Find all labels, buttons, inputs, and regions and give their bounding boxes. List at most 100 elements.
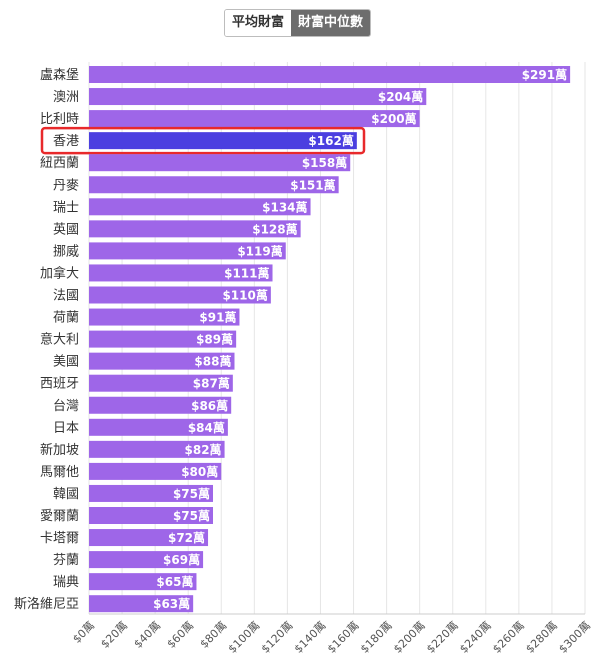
bar[interactable] bbox=[89, 551, 204, 569]
value-label: $91萬 bbox=[199, 310, 236, 325]
bar[interactable] bbox=[89, 66, 571, 83]
value-label: $75萬 bbox=[173, 486, 210, 501]
category-label: 瑞士 bbox=[53, 200, 79, 215]
category-label: 丹麥 bbox=[53, 177, 79, 193]
value-label: $84萬 bbox=[188, 420, 225, 435]
category-label: 韓國 bbox=[53, 487, 79, 502]
value-label: $200萬 bbox=[371, 111, 416, 126]
category-label: 英國 bbox=[53, 222, 79, 237]
value-label: $151萬 bbox=[290, 177, 335, 192]
bar[interactable] bbox=[89, 418, 228, 436]
x-tick-label: $40萬 bbox=[131, 619, 163, 651]
x-tick-label: $300萬 bbox=[556, 619, 593, 656]
x-tick-label: $160萬 bbox=[325, 619, 362, 656]
bar[interactable] bbox=[89, 242, 286, 260]
wealth-toggle: 平均財富 財富中位數 bbox=[224, 9, 372, 37]
category-label: 比利時 bbox=[40, 112, 79, 127]
bar[interactable] bbox=[89, 573, 197, 591]
x-tick-label: $20萬 bbox=[98, 619, 130, 651]
bar[interactable] bbox=[89, 507, 213, 524]
value-label: $158萬 bbox=[302, 155, 347, 170]
category-label: 法國 bbox=[53, 289, 79, 304]
bar[interactable] bbox=[89, 264, 273, 282]
category-label: 卡塔爾 bbox=[40, 531, 79, 546]
category-label: 西班牙 bbox=[40, 377, 79, 392]
value-label: $111萬 bbox=[224, 265, 269, 280]
category-label: 加拿大 bbox=[40, 265, 79, 281]
category-label: 斯洛維尼亞 bbox=[14, 597, 79, 612]
average-wealth-button[interactable]: 平均財富 bbox=[225, 10, 292, 36]
value-label: $86萬 bbox=[191, 398, 228, 413]
bar[interactable] bbox=[89, 352, 235, 370]
value-label: $65萬 bbox=[156, 574, 193, 589]
x-tick-label: $80萬 bbox=[198, 619, 230, 651]
value-label: $82萬 bbox=[185, 442, 222, 457]
bar[interactable] bbox=[89, 440, 225, 458]
value-label: $88萬 bbox=[194, 354, 231, 369]
category-label: 馬爾他 bbox=[40, 465, 79, 480]
bar[interactable] bbox=[89, 484, 213, 502]
category-label: 美國 bbox=[53, 355, 79, 370]
x-tick-label: $280萬 bbox=[523, 619, 560, 656]
x-tick-label: $100萬 bbox=[226, 619, 263, 656]
x-tick-label: $0萬 bbox=[70, 619, 97, 646]
value-label: $87萬 bbox=[193, 376, 230, 391]
bar[interactable] bbox=[89, 286, 271, 304]
bar[interactable] bbox=[89, 330, 237, 348]
category-label: 日本 bbox=[53, 421, 79, 436]
category-label: 澳洲 bbox=[53, 89, 79, 105]
category-label: 香港 bbox=[53, 134, 79, 149]
bar[interactable] bbox=[89, 220, 301, 238]
value-label: $204萬 bbox=[378, 89, 423, 104]
category-label: 愛爾蘭 bbox=[40, 508, 79, 524]
bar[interactable] bbox=[89, 462, 222, 480]
value-label: $110萬 bbox=[222, 288, 267, 303]
bar[interactable] bbox=[89, 396, 232, 414]
x-tick-label: $140萬 bbox=[292, 619, 329, 656]
value-label: $128萬 bbox=[252, 221, 297, 236]
bar[interactable] bbox=[89, 374, 233, 392]
value-label: $80萬 bbox=[181, 464, 218, 479]
category-labels: 盧森堡澳洲比利時香港紐西蘭丹麥瑞士英國挪威加拿大法國荷蘭意大利美國西班牙台灣日本… bbox=[14, 67, 79, 612]
category-label: 意大利 bbox=[40, 332, 79, 348]
value-label: $89萬 bbox=[196, 332, 233, 347]
category-label: 紐西蘭 bbox=[40, 155, 79, 171]
highlight-box bbox=[40, 126, 366, 155]
median-wealth-button[interactable]: 財富中位數 bbox=[291, 10, 371, 36]
value-label: $75萬 bbox=[173, 508, 210, 523]
bar[interactable] bbox=[89, 88, 427, 106]
bar[interactable] bbox=[89, 595, 194, 613]
x-tick-label: $60萬 bbox=[165, 619, 197, 651]
category-label: 瑞典 bbox=[53, 575, 79, 590]
bar[interactable] bbox=[89, 198, 311, 216]
bar[interactable] bbox=[89, 176, 339, 194]
category-label: 芬蘭 bbox=[53, 552, 79, 568]
x-tick-label: $200萬 bbox=[391, 619, 428, 656]
bar[interactable] bbox=[89, 529, 209, 547]
x-tick-label: $260萬 bbox=[490, 619, 527, 656]
x-tick-label: $120萬 bbox=[259, 619, 296, 656]
bar[interactable] bbox=[89, 110, 420, 128]
bar-highlighted[interactable] bbox=[89, 132, 357, 150]
category-label: 盧森堡 bbox=[40, 67, 79, 83]
value-label: $162萬 bbox=[308, 133, 353, 148]
value-label: $134萬 bbox=[262, 199, 307, 214]
value-label: $63萬 bbox=[153, 596, 190, 611]
x-axis-ticks: $0萬 $20萬 $40萬 $60萬 $80萬$100萬$120萬$140萬$160萬$… bbox=[70, 619, 593, 656]
category-label: 荷蘭 bbox=[53, 310, 79, 326]
category-label: 台灣 bbox=[53, 399, 79, 414]
value-label: $119萬 bbox=[237, 243, 282, 258]
x-tick-label: $240萬 bbox=[457, 619, 494, 656]
x-tick-label: $180萬 bbox=[358, 619, 395, 656]
value-label: $72萬 bbox=[168, 530, 205, 545]
category-label: 挪威 bbox=[53, 244, 79, 259]
bar[interactable] bbox=[89, 154, 351, 172]
bar[interactable] bbox=[89, 308, 240, 326]
x-tick-label: $220萬 bbox=[424, 619, 461, 656]
category-label: 新加坡 bbox=[40, 442, 79, 458]
value-label: $291萬 bbox=[522, 67, 567, 82]
bars bbox=[40, 66, 571, 613]
value-label: $69萬 bbox=[163, 552, 200, 567]
value-labels: $291萬 $204萬 $200萬 $162萬 $158萬 $151萬 $134萬 $128萬… bbox=[153, 67, 567, 611]
